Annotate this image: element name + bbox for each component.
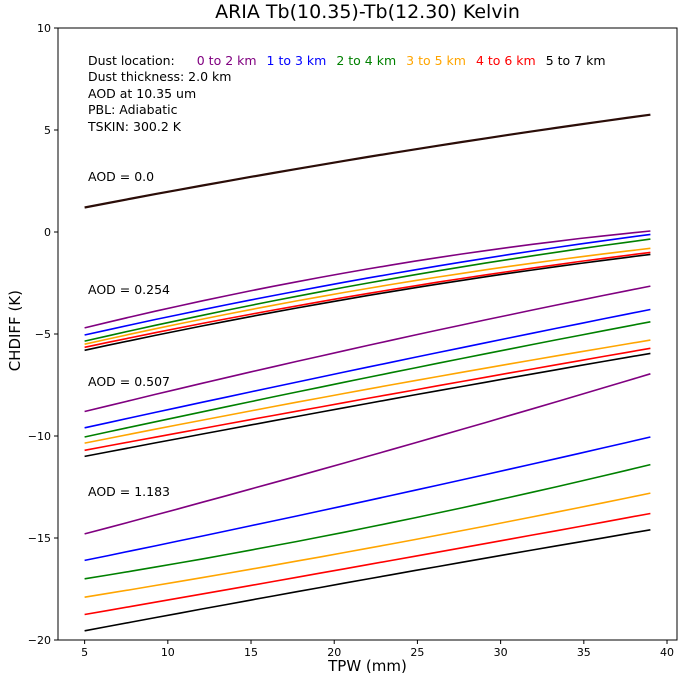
series-line-aod-1.183 — [84, 512, 651, 616]
y-tick-label: −5 — [35, 328, 51, 341]
series-line-aod-1.183 — [84, 373, 651, 535]
legend-item-5to7km: 5 to 7 km — [545, 53, 606, 68]
series-line-aod-1.183 — [84, 463, 651, 580]
dust-location-legend: Dust location: 0 to 2 km 1 to 3 km 2 to … — [88, 53, 616, 69]
legend-item-4to6km: 4 to 6 km — [475, 53, 536, 68]
info-pbl: PBL: Adiabatic — [88, 102, 178, 118]
y-tick-label: −20 — [28, 634, 51, 647]
annotation-aod-0.507: AOD = 0.507 — [88, 374, 171, 389]
series-line-aod-1.183 — [84, 436, 651, 562]
legend-label: Dust location: — [88, 53, 175, 68]
series-line-aod-1.183 — [84, 529, 651, 632]
series-line-aod-0.254 — [84, 230, 651, 329]
x-tick-label: 25 — [410, 646, 424, 659]
y-tick-label: −10 — [28, 430, 51, 443]
chart-title: ARIA Tb(10.35)-Tb(12.30) Kelvin — [215, 1, 520, 23]
x-tick-label: 10 — [161, 646, 175, 659]
series-line-aod-0 — [84, 113, 651, 209]
legend-item-3to5km: 3 to 5 km — [406, 53, 466, 68]
annotation-aod-1.183: AOD = 1.183 — [88, 484, 171, 499]
series-line-aod-0.254 — [84, 233, 651, 336]
x-tick-label: 30 — [494, 646, 508, 659]
x-tick-label: 5 — [81, 646, 88, 659]
series-line-aod-0.254 — [84, 238, 651, 342]
series-line-aod-0.254 — [84, 253, 651, 352]
y-tick-label: 5 — [44, 124, 51, 137]
legend-item-0to2km: 0 to 2 km — [196, 53, 257, 68]
annotation-aod-0.254: AOD = 0.254 — [88, 282, 171, 297]
series-line-aod-0.254 — [84, 247, 651, 345]
x-tick-label: 35 — [577, 646, 591, 659]
series-line-aod-0.507 — [84, 285, 651, 413]
info-tskin: TSKIN: 300.2 K — [88, 118, 181, 134]
info-dust-thickness: Dust thickness: 2.0 km — [88, 69, 232, 85]
series-line-aod-0.507 — [84, 347, 651, 452]
legend-item-1to3km: 1 to 3 km — [266, 53, 327, 68]
x-axis-label: TPW (mm) — [328, 657, 407, 675]
series-line-aod-1.183 — [84, 492, 651, 598]
x-tick-label: 40 — [660, 646, 674, 659]
series-line-aod-0.507 — [84, 308, 651, 429]
y-axis-label: CHDIFF (K) — [6, 290, 24, 372]
x-tick-label: 15 — [244, 646, 258, 659]
y-tick-label: −15 — [28, 532, 51, 545]
info-block: Dust location: 0 to 2 km 1 to 3 km 2 to … — [88, 53, 616, 135]
x-tick-label: 20 — [327, 646, 341, 659]
y-tick-label: 0 — [44, 226, 51, 239]
series-line-aod-0.507 — [84, 339, 651, 444]
series-line-aod-0.507 — [84, 321, 651, 438]
annotation-aod-0.0: AOD = 0.0 — [88, 169, 155, 184]
legend-item-2to4km: 2 to 4 km — [336, 53, 397, 68]
info-aod-wavelength: AOD at 10.35 um — [88, 85, 197, 101]
series-line-aod-0.507 — [84, 352, 651, 458]
y-tick-label: 10 — [37, 22, 51, 35]
series-line-aod-0.254 — [84, 251, 651, 349]
